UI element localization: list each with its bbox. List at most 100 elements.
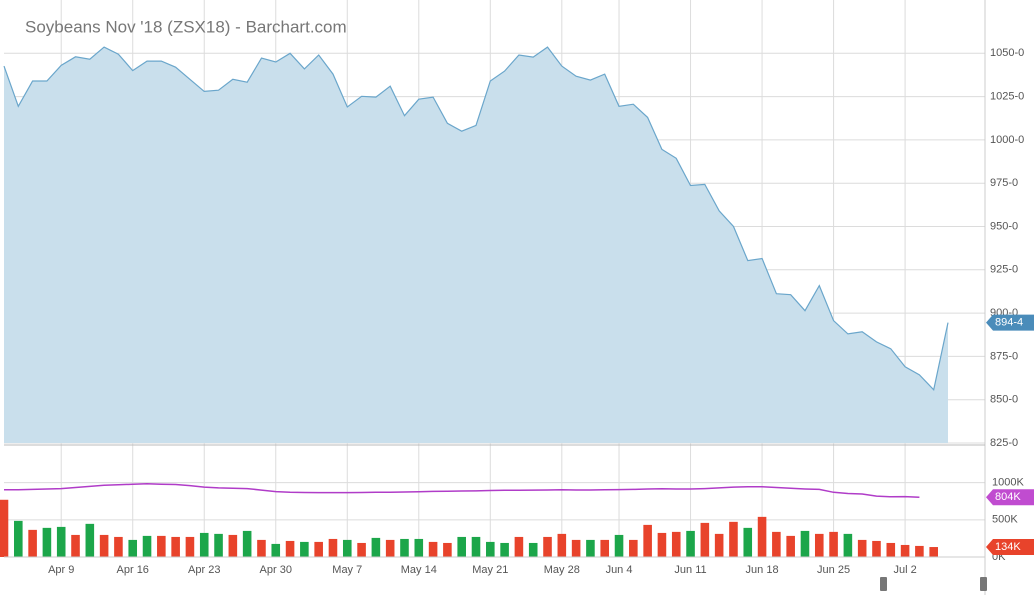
- volume-bar: [428, 541, 438, 557]
- volume-bar: [786, 535, 795, 557]
- volume-bar: [757, 516, 767, 557]
- volume-bar: [614, 534, 624, 557]
- y-tick-label: 825-0: [990, 437, 1018, 449]
- volume-bar: [342, 539, 352, 557]
- volume-bar: [800, 530, 810, 557]
- volume-bar: [872, 540, 881, 557]
- volume-bar: [42, 527, 52, 557]
- volume-bar: [772, 531, 781, 557]
- volume-bar: [199, 532, 209, 557]
- volume-bar: [571, 539, 581, 557]
- value-flag-label: 894-4: [995, 317, 1023, 329]
- volume-bar: [85, 523, 95, 557]
- volume-bar: [257, 539, 266, 557]
- labels: Apr 9 Apr 16 Apr 23 Apr 30 May 7 May 14 May 21…: [48, 47, 1034, 576]
- volume-bar: [457, 536, 466, 557]
- volume-bar: [629, 539, 638, 557]
- volume-bar: [657, 532, 667, 557]
- value-flag: [986, 489, 1034, 506]
- volume-bar: [371, 537, 381, 557]
- volume-bar: [242, 530, 252, 557]
- volume-bar: [643, 524, 652, 557]
- volume-bar: [900, 544, 910, 557]
- x-tick-label: May 14: [401, 564, 437, 576]
- value-flag: [986, 539, 1034, 556]
- volume-bar: [557, 533, 567, 557]
- volume-bar: [142, 535, 152, 557]
- chart-title: Soybeans Nov '18 (ZSX18) - Barchart.com: [25, 17, 347, 36]
- price-area: [4, 47, 948, 443]
- volume-bar: [843, 533, 853, 557]
- x-tick-label: Jun 25: [817, 564, 850, 576]
- y-tick-label: 975-0: [990, 177, 1018, 189]
- volume-bar: [271, 543, 281, 557]
- value-flag-label: 134K: [995, 541, 1021, 553]
- volume-bar: [600, 539, 610, 557]
- volume-bar: [157, 535, 166, 557]
- volume-bar: [528, 542, 538, 557]
- volume-bar: [14, 520, 23, 557]
- volume-bar: [700, 522, 710, 557]
- volume-bar: [743, 527, 753, 557]
- volume-bar: [114, 536, 123, 557]
- volume-bar: [128, 539, 138, 557]
- x-tick-label: Jun 11: [674, 564, 706, 576]
- volume-bar: [586, 539, 595, 557]
- y-tick-label: 1025-0: [990, 91, 1024, 103]
- volume-bar: [686, 530, 695, 557]
- volume-bar: [443, 542, 452, 557]
- volume-bar: [414, 538, 424, 557]
- y-tick-label: 500K: [992, 514, 1018, 526]
- volume-bar: [929, 547, 938, 557]
- plot-area: [0, 46, 949, 557]
- x-tick-label: May 7: [332, 564, 362, 576]
- volume-bar: [729, 521, 738, 557]
- x-tick-label: Jul 2: [893, 564, 916, 576]
- y-tick-label: 950-0: [990, 220, 1018, 232]
- y-tick-label: 1050-0: [990, 47, 1024, 59]
- x-tick-label: Jun 18: [746, 564, 779, 576]
- volume-bar: [228, 534, 238, 557]
- volume-bar: [99, 534, 109, 557]
- volume-bar: [385, 539, 395, 557]
- x-tick-label: Apr 23: [188, 564, 220, 576]
- volume-bar: [357, 542, 366, 557]
- y-tick-label: 925-0: [990, 264, 1018, 276]
- volume-bar: [886, 542, 896, 557]
- y-tick-label: 1000-0: [990, 134, 1024, 146]
- volume-bar: [671, 531, 681, 557]
- volume-bar: [543, 536, 552, 557]
- volume-bar: [514, 536, 524, 557]
- volume-bar: [915, 545, 924, 557]
- volume-bar: [328, 538, 338, 557]
- value-flag: [986, 314, 1034, 331]
- x-tick-label: Apr 9: [48, 564, 74, 576]
- volume-bar: [28, 529, 37, 557]
- volume-bar: [400, 538, 409, 557]
- volume-bar: [214, 533, 223, 557]
- volume-bar: [0, 499, 9, 557]
- volume-bar: [171, 536, 180, 557]
- x-tick-label: Jun 4: [606, 564, 633, 576]
- volume-bar: [829, 531, 838, 557]
- volume-bar: [471, 536, 481, 557]
- volume-bar: [71, 534, 80, 557]
- volume-bar: [185, 536, 195, 557]
- volume-ma-line: [4, 483, 920, 498]
- volume-bar: [857, 539, 867, 557]
- y-tick-label: 875-0: [990, 350, 1018, 362]
- volume-bar: [486, 541, 495, 557]
- scroll-handle[interactable]: [880, 577, 887, 591]
- scroll-handle[interactable]: [980, 577, 987, 591]
- x-tick-label: Apr 30: [260, 564, 292, 576]
- price-line: [3, 46, 949, 392]
- volume-bar: [300, 541, 309, 557]
- value-flag-label: 804K: [995, 491, 1021, 503]
- volume-bar: [714, 533, 724, 557]
- volume-bar: [314, 541, 323, 557]
- x-tick-label: May 28: [544, 564, 580, 576]
- volume-bar: [814, 533, 824, 557]
- y-tick-label: 850-0: [990, 394, 1018, 406]
